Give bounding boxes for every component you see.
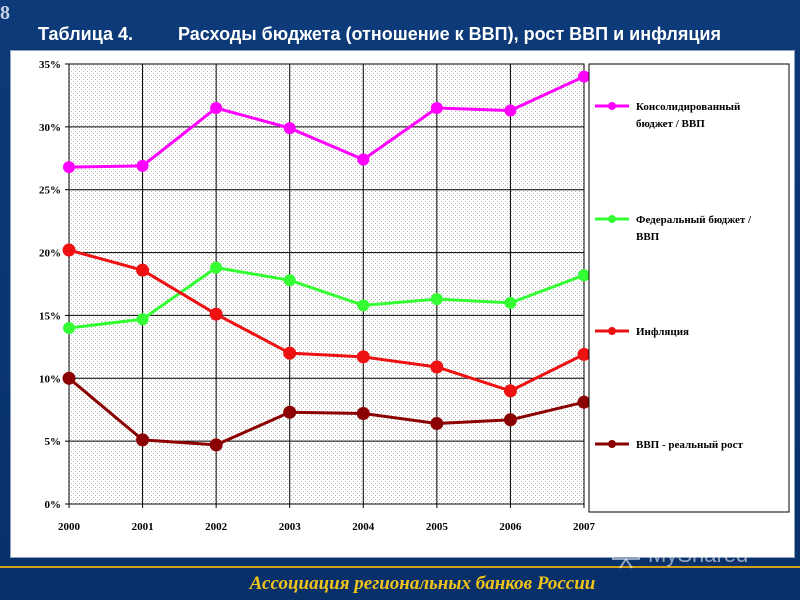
y-tick-label: 30%: [39, 122, 61, 134]
data-point: [356, 350, 370, 364]
x-tick-label: 2002: [205, 521, 228, 533]
chart-panel: 0% 5% 10% 15% 20% 25% 30% 35% 2000 2001 2002 2003 2…: [10, 50, 795, 558]
data-point: [357, 153, 370, 166]
watermark-text: MyShared: [648, 542, 749, 567]
y-tick-label: 20%: [39, 248, 61, 260]
plot-area: [68, 63, 585, 505]
y-tick-label: 0%: [45, 499, 62, 511]
data-point: [62, 371, 76, 385]
data-point: [136, 263, 150, 277]
legend-swatch-marker: [608, 327, 616, 335]
data-point: [283, 122, 296, 135]
watermark: MyShared: [610, 537, 790, 571]
x-tick-label: 2004: [352, 521, 375, 533]
slide-title: Таблица 4. Расходы бюджета (отношение к …: [38, 22, 798, 46]
data-point: [283, 405, 297, 419]
presentation-icon: [612, 540, 640, 569]
data-point: [283, 346, 297, 360]
series-line: [68, 248, 585, 393]
data-point: [577, 395, 591, 409]
data-point: [578, 70, 590, 83]
legend-label: ВВП - реальный рост: [636, 439, 743, 451]
data-point: [356, 406, 370, 420]
data-point: [430, 293, 443, 306]
data-point: [504, 104, 517, 117]
slide-number: 8: [0, 2, 10, 24]
line-chart: 0%5%10%15%20%25%30%35% 2000 2001 2002 2003 2…: [39, 59, 790, 533]
x-tick-labels: 2000 2001 2002 2003 2004 2005 2006 2007: [58, 521, 596, 533]
data-point: [63, 161, 75, 174]
y-tick-label: 25%: [39, 185, 61, 197]
data-point: [503, 413, 517, 427]
x-tick-label: 2000: [58, 521, 81, 533]
data-point: [430, 360, 444, 374]
data-point: [577, 347, 591, 361]
data-point: [63, 322, 75, 334]
data-point: [283, 274, 296, 287]
y-tick-label: 5%: [45, 436, 62, 448]
legend-box: [588, 63, 790, 513]
data-point: [210, 102, 223, 114]
y-tick-label: 35%: [39, 59, 61, 71]
data-point: [209, 438, 223, 452]
legend-swatch-marker: [608, 215, 616, 223]
series-line: [68, 266, 585, 330]
legend-label: Федеральный бюджет / ВВП: [636, 214, 752, 243]
series-line: [68, 75, 585, 169]
x-tick-label: 2001: [132, 521, 154, 533]
data-point: [210, 261, 223, 274]
data-point: [503, 384, 517, 398]
y-tick-label: 15%: [39, 310, 61, 322]
data-point: [136, 313, 149, 326]
x-tick-label: 2007: [573, 521, 596, 533]
x-tick-label: 2006: [499, 521, 522, 533]
data-point: [430, 417, 444, 431]
data-point: [504, 296, 517, 309]
data-point: [136, 433, 150, 447]
series-group: [62, 70, 591, 452]
footer-divider: [0, 566, 800, 568]
footer-organization: Ассоциация региональных банков России: [249, 573, 596, 594]
y-tick-labels: 0% 5% 10% 15% 20% 25% 30% 35%: [39, 59, 61, 511]
data-point: [578, 269, 590, 282]
legend-label: Инфляция: [636, 326, 689, 338]
x-tick-label: 2003: [279, 521, 302, 533]
legend-label: Консолидированный бюджет / ВВП: [636, 101, 741, 130]
data-point: [136, 159, 149, 172]
data-point: [62, 243, 76, 257]
series-line: [68, 377, 585, 447]
title-text: Расходы бюджета (отношение к ВВП), рост …: [178, 24, 721, 44]
data-point: [209, 307, 223, 321]
table-label: Таблица 4.: [38, 24, 134, 44]
legend-swatch-marker: [608, 102, 616, 110]
data-point: [357, 299, 370, 312]
x-tick-label: 2005: [426, 521, 449, 533]
legend-swatch-marker: [608, 440, 616, 448]
y-tick-label: 10%: [39, 373, 61, 385]
data-point: [430, 102, 443, 114]
legend: Консолидированный бюджет / ВВП Федеральный…: [595, 101, 752, 451]
